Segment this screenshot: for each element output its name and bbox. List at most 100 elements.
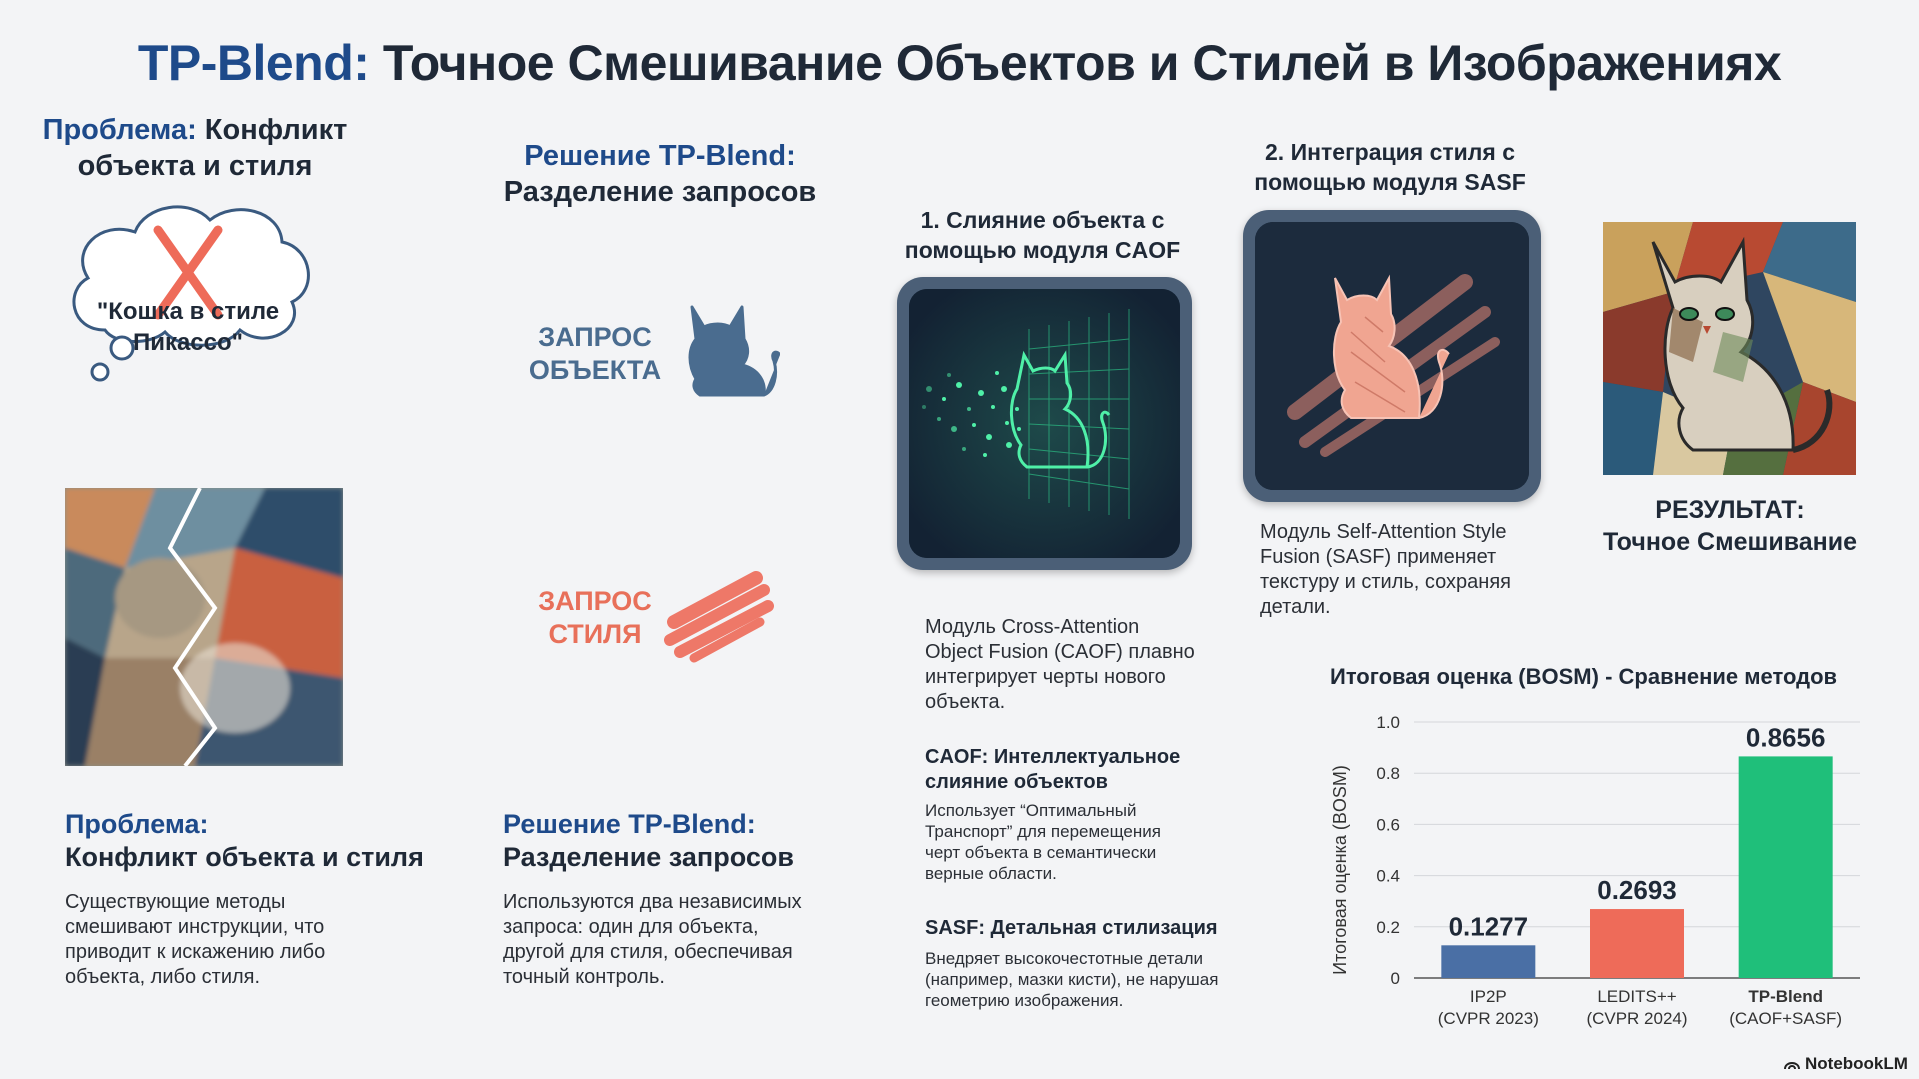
sasf-illustration	[1255, 222, 1529, 490]
solution-description-line: запроса: один для объекта,	[503, 916, 759, 938]
sasf-step-heading-line2: помощью модуля SASF	[1254, 169, 1526, 195]
chart-y-tick-label: 0.4	[1376, 867, 1400, 886]
sasf-description: Модуль Self-Attention Style Fusion (SASF…	[1260, 520, 1560, 620]
chart-x-tick-sublabel: (CVPR 2023)	[1438, 1009, 1539, 1028]
problem-description-line: смешивают инструкции, что	[65, 916, 325, 938]
chart-x-tick-sublabel: (CVPR 2024)	[1586, 1009, 1687, 1028]
caof-detail-line: верные области.	[925, 864, 1057, 883]
object-query-line1: ЗАПРОС	[538, 322, 652, 352]
problem-description-line: объекта, либо стиля.	[65, 966, 261, 988]
caof-description-line: объекта.	[925, 691, 1006, 713]
chart-y-tick-label: 0.8	[1376, 764, 1400, 783]
caof-detail-line: Транспорт” для перемещения	[925, 822, 1161, 841]
caof-detail-body: Использует “Оптимальный Транспорт” для п…	[925, 800, 1245, 884]
chart-data-label: 0.1277	[1449, 911, 1529, 941]
solution-heading-title: Разделение запросов	[503, 176, 817, 208]
caof-detail-line: Использует “Оптимальный	[925, 801, 1137, 820]
chart-data-label: 0.8656	[1746, 722, 1826, 752]
chart-y-axis-label: Итоговая оценка (BOSM)	[1330, 765, 1350, 975]
caof-description-line: Модуль Cross-Attention	[925, 616, 1140, 638]
chart-bar	[1738, 756, 1833, 978]
solution-description-line: точный контроль.	[503, 966, 665, 988]
caof-description: Модуль Cross-Attention Object Fusion (CA…	[925, 615, 1225, 715]
problem-description: Существующие методы смешивают инструкции…	[65, 890, 445, 990]
bosm-bar-chart: 0 0.2 0.4 0.6 0.8 1.0 0.1277 0.2693 0.8656 IP2P…	[1330, 713, 1860, 1028]
problem-heading-label: Проблема:	[42, 114, 197, 146]
page-title: TP-Blend: Точное Смешивание Объектов и С…	[0, 34, 1919, 92]
solution-subheading-title: Разделение запросов	[503, 842, 794, 872]
sasf-step-heading-line1: 2. Интеграция стиля с	[1265, 139, 1515, 165]
notebooklm-label: NotebookLM	[1805, 1054, 1908, 1073]
chart-bar	[1441, 945, 1536, 978]
solution-description: Используются два независимых запроса: од…	[503, 890, 863, 990]
caof-detail-heading: CAOF: Интеллектуальное слияние объектов	[925, 745, 1245, 795]
sasf-detail-heading: SASF: Детальная стилизация	[925, 917, 1218, 939]
solution-description-line: Используются два независимых	[503, 891, 802, 913]
caof-step-heading: 1. Слияние объекта с помощью модуля CAOF	[880, 205, 1205, 265]
result-cat-image	[1603, 222, 1856, 475]
result-label-line2: Точное Смешивание	[1602, 528, 1858, 556]
object-query-line2: ОБЪЕКТА	[528, 355, 662, 385]
notebooklm-icon	[1784, 1062, 1800, 1070]
sasf-description-line: детали.	[1260, 596, 1331, 618]
caof-illustration	[909, 289, 1180, 558]
solution-heading-label: Решение TP-Blend:	[524, 140, 796, 172]
solution-heading: Решение TP-Blend: Разделение запросов	[475, 138, 845, 210]
sasf-description-line: Модуль Self-Attention Style	[1260, 521, 1507, 543]
solution-subheading-label: Решение TP-Blend:	[503, 809, 756, 839]
chart-data-label: 0.2693	[1597, 875, 1677, 905]
problem-subheading-label: Проблема:	[65, 809, 209, 839]
style-query-line1: ЗАПРОС	[538, 586, 652, 616]
caof-detail-line: черт объекта в семантически	[925, 843, 1157, 862]
problem-description-line: Существующие методы	[65, 891, 286, 913]
chart-x-tick-label: IP2P	[1470, 987, 1507, 1006]
caof-detail-heading-line: слияние объектов	[925, 771, 1108, 793]
sasf-panel	[1243, 210, 1541, 502]
chart-title: Итоговая оценка (BOSM) - Сравнение метод…	[1330, 664, 1838, 689]
sasf-detail-body: Внедряет высокочестотные детали (наприме…	[925, 948, 1265, 1011]
sasf-step-heading: 2. Интеграция стиля с помощью модуля SAS…	[1225, 137, 1555, 197]
problem-description-line: приводит к искажению либо	[65, 941, 326, 963]
object-query-label: ЗАПРОС ОБЪЕКТА	[525, 321, 665, 387]
chart-y-tick-label: 1.0	[1376, 713, 1400, 732]
chart-y-tick-label: 0	[1391, 969, 1400, 988]
notebooklm-logo: NotebookLM	[1783, 1054, 1908, 1074]
sasf-detail-line: Внедряет высокочестотные детали	[925, 949, 1204, 968]
title-brand: TP-Blend:	[137, 35, 370, 91]
sasf-detail-line: (например, мазки кисти), не нарушая	[925, 970, 1219, 989]
result-label-line1: РЕЗУЛЬТАТ:	[1655, 496, 1805, 524]
problem-subheading-title: Конфликт объекта и стиля	[65, 842, 424, 872]
result-label: РЕЗУЛЬТАТ: Точное Смешивание	[1590, 494, 1870, 558]
solution-description-line: другой для стиля, обеспечивая	[503, 941, 793, 963]
bubble-prompt: "Кошка в стиле Пикассо"	[88, 296, 288, 358]
style-query-line2: СТИЛЯ	[548, 619, 642, 649]
cat-silhouette-icon	[688, 305, 780, 397]
caof-step-heading-line1: 1. Слияние объекта с	[920, 207, 1165, 233]
chart-bar	[1590, 909, 1684, 978]
chart-y-tick-label: 0.2	[1376, 918, 1400, 937]
solution-subheading: Решение TP-Blend: Разделение запросов	[503, 808, 843, 874]
chart-x-tick-label: TP-Blend	[1748, 987, 1823, 1006]
brush-stroke-icon	[664, 571, 774, 663]
thought-bubble-icon	[72, 205, 310, 382]
chart-y-tick-label: 0.6	[1376, 815, 1400, 834]
problem-heading-subject: объекта и стиля	[77, 150, 313, 182]
caof-step-heading-line2: помощью модуля CAOF	[904, 237, 1181, 263]
style-query-label: ЗАПРОС СТИЛЯ	[525, 585, 665, 651]
caof-panel	[897, 277, 1192, 570]
problem-subheading: Проблема: Конфликт объекта и стиля	[65, 808, 465, 874]
bubble-prompt-line1: "Кошка в стиле	[96, 298, 280, 325]
title-rest: Точное Смешивание Объектов и Стилей в Из…	[382, 35, 1782, 91]
bubble-prompt-line2: Пикассо"	[132, 329, 244, 356]
distorted-cat-image	[65, 488, 343, 766]
problem-heading-conflict: Конфликт	[204, 114, 348, 146]
problem-heading: Проблема: Конфликт объекта и стиля	[40, 112, 350, 184]
sasf-description-line: Fusion (SASF) применяет	[1260, 546, 1497, 568]
sasf-detail-line: геометрию изображения.	[925, 991, 1124, 1010]
caof-detail-heading-line: CAOF: Интеллектуальное	[925, 746, 1181, 768]
caof-description-line: Object Fusion (CAOF) плавно	[925, 641, 1195, 663]
chart-x-tick-label: LEDITS++	[1597, 987, 1676, 1006]
chart-x-tick-sublabel: (CAOF+SASF)	[1729, 1009, 1842, 1028]
sasf-description-line: текстуру и стиль, сохраняя	[1260, 571, 1511, 593]
caof-description-line: интегрирует черты нового	[925, 666, 1166, 688]
